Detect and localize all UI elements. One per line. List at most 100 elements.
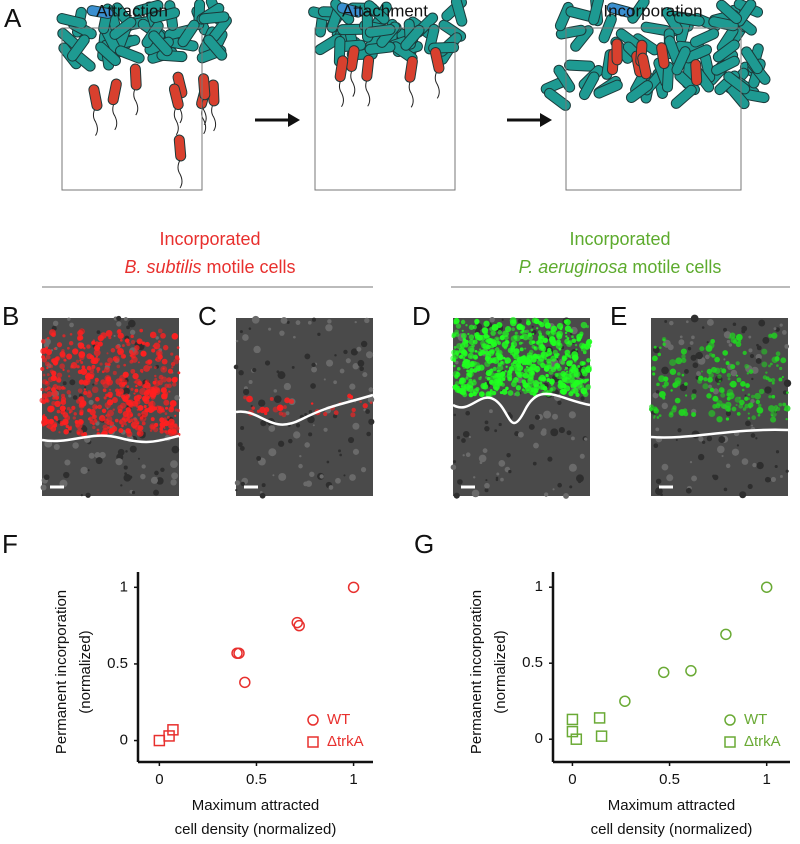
- fluor: [477, 350, 481, 354]
- species: P. aeruginosa: [519, 257, 628, 277]
- texture: [368, 387, 374, 392]
- texture: [137, 457, 141, 460]
- texture: [471, 489, 480, 498]
- texture: [99, 451, 106, 459]
- texture: [655, 478, 662, 485]
- texture: [285, 411, 290, 416]
- fluor: [478, 364, 485, 371]
- fluor: [525, 329, 530, 334]
- fluor: [466, 369, 470, 373]
- fluor: [56, 372, 63, 378]
- texture: [129, 445, 137, 453]
- texture: [116, 321, 122, 327]
- fluor: [124, 338, 130, 343]
- cell: [56, 13, 87, 29]
- fluor: [555, 342, 563, 350]
- fluor: [176, 408, 181, 413]
- fluor: [112, 370, 117, 376]
- fluor: [87, 408, 92, 413]
- fluor: [476, 334, 483, 341]
- y-axis-label: (normalized): [492, 630, 509, 713]
- fluor: [468, 338, 475, 345]
- fluor: [129, 359, 134, 364]
- cell: [637, 52, 652, 80]
- fluor: [510, 381, 517, 388]
- fluor: [507, 390, 514, 396]
- fluor: [532, 332, 535, 336]
- texture: [68, 317, 71, 321]
- fluor: [46, 391, 53, 398]
- fluor: [490, 368, 493, 371]
- fluor: [83, 346, 86, 350]
- texture: [691, 475, 697, 482]
- fluor: [718, 387, 725, 393]
- fluor: [691, 412, 697, 418]
- cell: [95, 41, 121, 67]
- fluor: [83, 388, 86, 391]
- texture: [461, 438, 466, 443]
- fluor: [488, 391, 492, 395]
- fluor: [310, 402, 314, 405]
- cell: [66, 34, 90, 62]
- fluor: [761, 348, 768, 355]
- fluor: [126, 411, 134, 418]
- texture: [235, 489, 238, 492]
- texture: [479, 461, 483, 465]
- texture: [85, 492, 91, 498]
- fluor: [571, 338, 577, 344]
- texture: [528, 424, 535, 430]
- texture: [279, 330, 285, 336]
- fluor: [571, 335, 574, 339]
- texture: [571, 436, 575, 441]
- fluor: [747, 417, 751, 420]
- texture: [750, 433, 756, 438]
- fluor: [571, 364, 577, 370]
- fluor: [657, 352, 662, 357]
- fluor: [464, 342, 469, 348]
- cell: [423, 23, 440, 55]
- fluor: [51, 332, 56, 338]
- fluor: [569, 328, 574, 333]
- cell: [334, 55, 349, 83]
- texture: [452, 460, 457, 464]
- fluor: [139, 368, 144, 373]
- texture: [462, 430, 470, 438]
- fluor: [738, 339, 742, 343]
- texture: [129, 329, 136, 336]
- fluor: [104, 401, 111, 409]
- texture: [88, 452, 95, 459]
- texture: [113, 334, 116, 338]
- fluor: [767, 405, 775, 412]
- texture: [360, 467, 367, 473]
- fluor: [128, 402, 134, 409]
- texture: [288, 438, 293, 444]
- fluor: [658, 390, 666, 398]
- fluor: [729, 380, 737, 388]
- fluor: [511, 342, 514, 345]
- fluor: [167, 428, 173, 434]
- fluor: [702, 383, 709, 390]
- texture: [764, 386, 772, 394]
- fluor: [653, 408, 659, 414]
- fluor: [678, 409, 686, 417]
- fluor: [708, 352, 713, 357]
- y-tick-label: 0: [120, 732, 128, 749]
- fluor: [323, 411, 328, 417]
- texture: [239, 330, 243, 334]
- fluor: [582, 391, 586, 395]
- fluor: [289, 398, 295, 404]
- fluor: [93, 419, 98, 424]
- fluor: [161, 358, 168, 365]
- texture: [669, 320, 674, 326]
- fluor: [731, 406, 737, 412]
- fluor: [103, 366, 110, 373]
- fluor: [490, 330, 496, 336]
- fluor: [524, 347, 527, 350]
- fluor: [68, 375, 71, 378]
- texture: [579, 453, 585, 459]
- fluor: [137, 340, 142, 344]
- texture: [655, 427, 660, 432]
- y-tick-label: 1: [535, 578, 543, 595]
- fluor: [573, 359, 577, 363]
